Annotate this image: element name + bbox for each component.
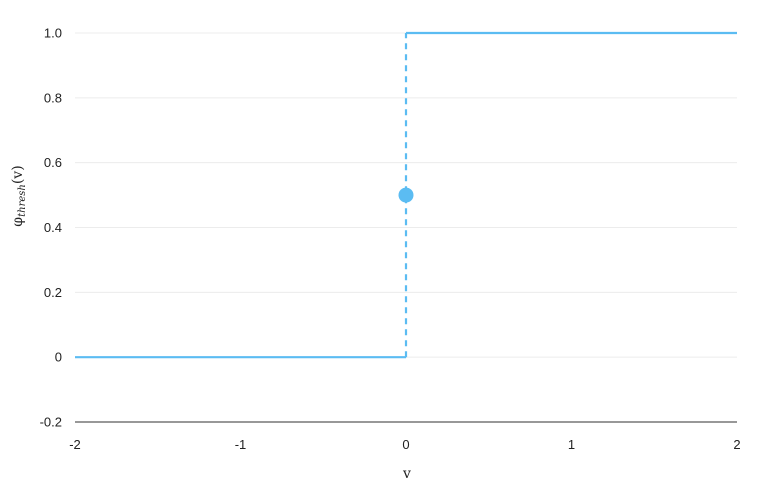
series-markers <box>398 187 414 203</box>
y-tick-label: 1.0 <box>44 26 62 41</box>
x-tick-label: 0 <box>402 437 409 452</box>
y-axis-title-main: φ <box>10 217 26 227</box>
y-tick-labels: -0.2 0 0.2 0.4 0.6 0.8 1.0 <box>40 26 62 430</box>
y-axis-title-subscript: thresh <box>17 184 28 217</box>
y-tick-label: 0.8 <box>44 90 62 105</box>
x-tick-label: 1 <box>568 437 575 452</box>
series-lines <box>75 31 737 359</box>
y-tick-label: -0.2 <box>40 415 62 430</box>
y-tick-label: 0 <box>55 350 62 365</box>
x-tick-label: -2 <box>69 437 81 452</box>
y-axis-title-suffix: (v) <box>10 165 26 184</box>
y-tick-label: 0.2 <box>44 285 62 300</box>
x-axis-title: v <box>402 466 411 482</box>
y-tick-label: 0.4 <box>44 220 62 235</box>
x-tick-labels: -2 -1 0 1 2 <box>69 437 740 452</box>
x-tick-label: 2 <box>733 437 740 452</box>
marker-point <box>398 187 414 203</box>
y-tick-label: 0.6 <box>44 155 62 170</box>
y-axis-title: φthresh(v) <box>10 165 28 226</box>
x-tick-label: -1 <box>235 437 247 452</box>
